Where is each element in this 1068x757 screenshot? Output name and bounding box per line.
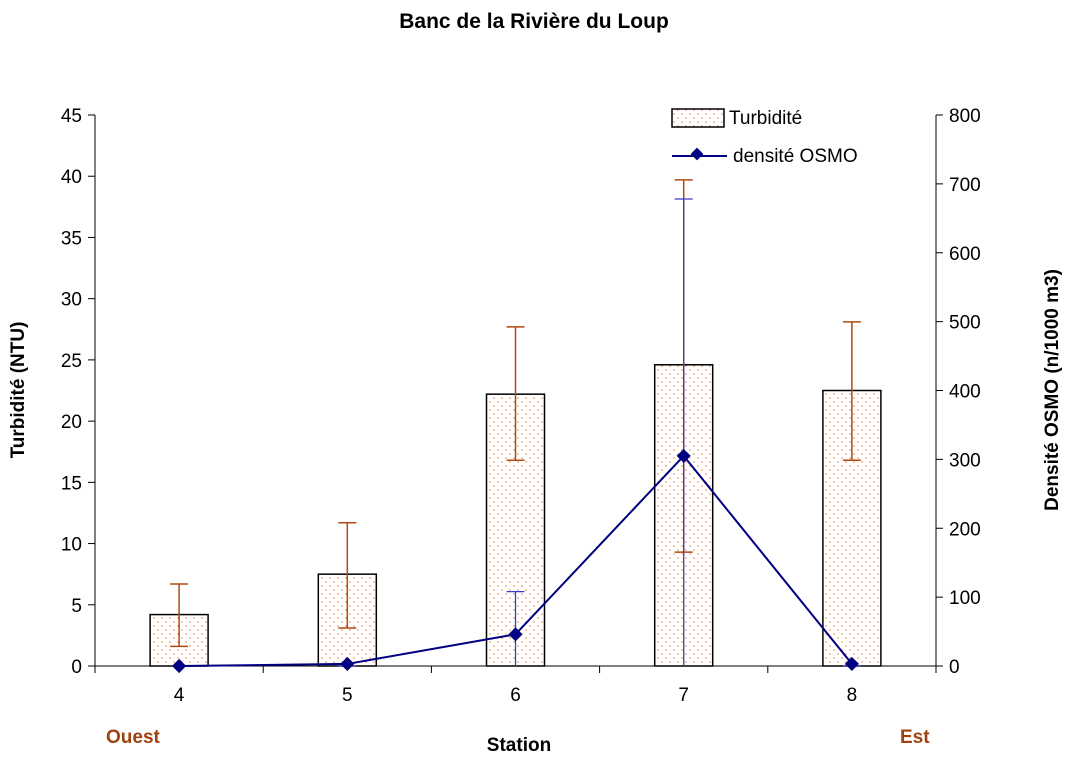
y-axis-left-tick-label: 30 [61, 290, 82, 311]
line-series [172, 448, 859, 674]
line-point [340, 656, 355, 672]
legend-label-densite: densité OSMO [733, 146, 858, 167]
y-axis-left-tick-label: 45 [61, 106, 82, 127]
line-point [676, 448, 691, 464]
y-axis-left-title: Turbidité (NTU) [8, 322, 29, 459]
line-error-bars [338, 198, 861, 667]
direction-label-east: Est [900, 727, 930, 748]
y-axis-right-tick-label: 300 [949, 450, 981, 471]
chart-title: Banc de la Rivière du Loup [399, 10, 669, 33]
x-axis-tick-label: 7 [678, 685, 689, 706]
legend-label-turbidite: Turbidité [729, 108, 802, 129]
y-axis-left-tick-label: 0 [71, 657, 82, 678]
y-axis-right-tick-label: 800 [949, 106, 981, 127]
x-axis-title: Station [487, 735, 551, 756]
x-axis-tick-label: 5 [342, 685, 353, 706]
y-axis-right-tick-label: 200 [949, 519, 981, 540]
legend: Turbidité densité OSMO [671, 108, 858, 167]
x-axis-tick-label: 6 [510, 685, 521, 706]
y-axis-left-tick-label: 10 [61, 535, 82, 556]
y-axis-left-tick-label: 35 [61, 228, 82, 249]
y-axis-right-tick-label: 700 [949, 175, 981, 196]
y-axis-right-tick-label: 100 [949, 588, 981, 609]
y-axis-right-tick-label: 400 [949, 382, 981, 403]
y-axis-left-tick-label: 20 [61, 412, 82, 433]
y-axis-left-tick-label: 15 [61, 473, 82, 494]
x-axis-tick-label: 4 [174, 685, 185, 706]
y-axis-left-tick-label: 40 [61, 167, 82, 188]
y-axis-right-title: Densité OSMO (n/1000 m3) [1042, 269, 1063, 511]
x-axis: 4 5 6 7 8 [94, 665, 937, 706]
y-axis-left: 0 5 10 15 20 25 30 35 40 45 [61, 106, 96, 678]
line-point [172, 658, 187, 674]
direction-label-west: Ouest [106, 727, 161, 748]
legend-marker-diamond [690, 147, 704, 161]
line-point [508, 627, 523, 642]
line-point [844, 656, 859, 672]
y-axis-left-tick-label: 25 [61, 351, 82, 372]
x-axis-tick-label: 8 [847, 685, 858, 706]
y-axis-left-tick-label: 5 [71, 596, 82, 617]
y-axis-right-tick-label: 600 [949, 244, 981, 265]
y-axis-right-tick-label: 0 [949, 657, 960, 678]
y-axis-right-tick-label: 500 [949, 313, 981, 334]
y-axis-right: 0 100 200 300 400 500 600 700 800 [935, 106, 981, 678]
legend-swatch-turbidite [671, 108, 725, 128]
